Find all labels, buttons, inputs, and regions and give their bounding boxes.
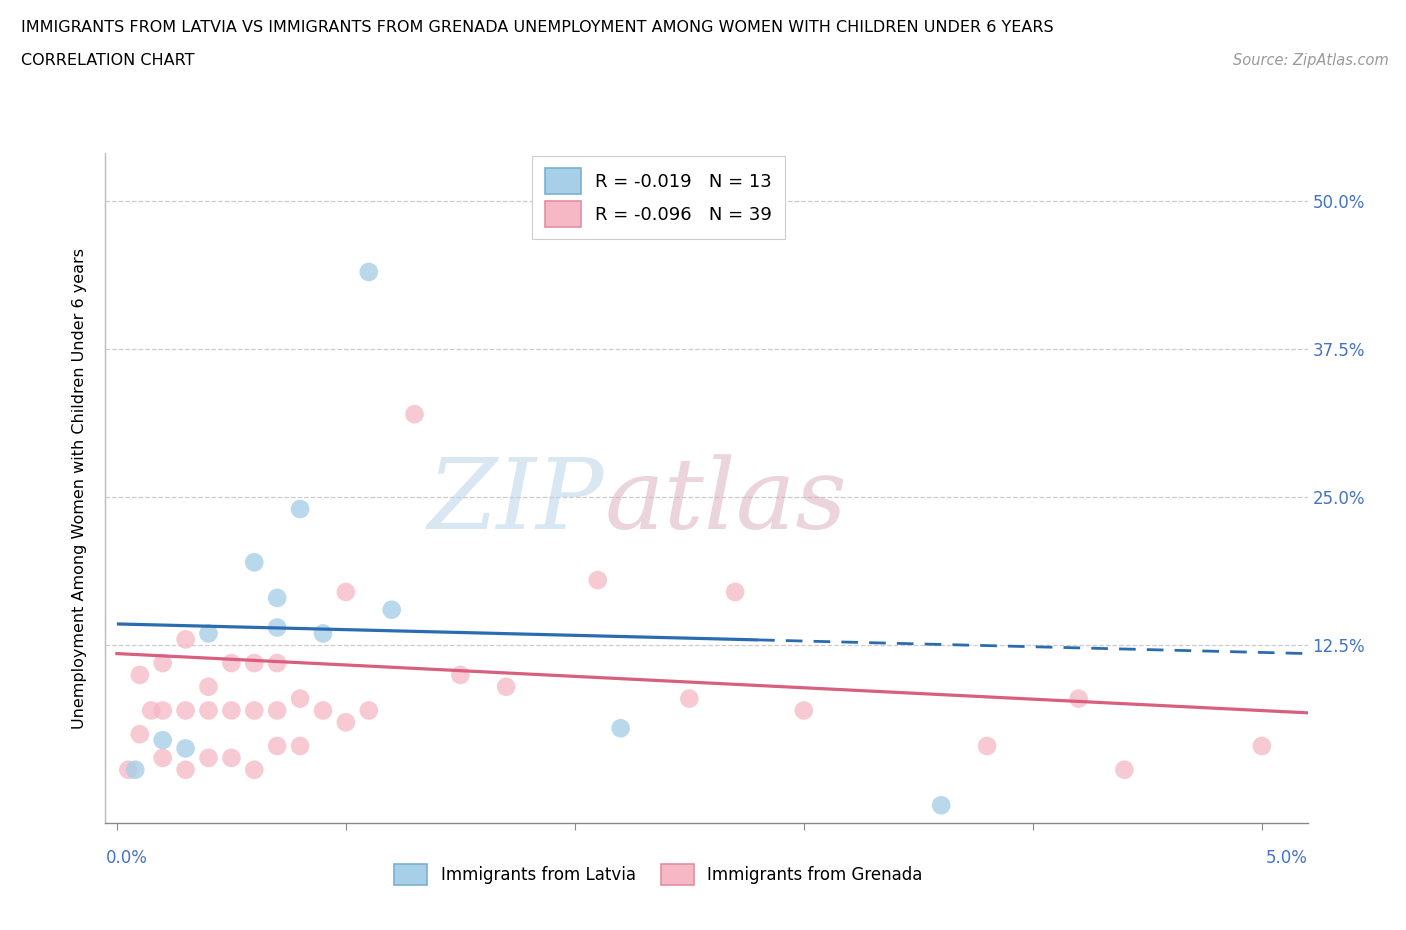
Point: [449, 668, 471, 683]
Point: [117, 763, 139, 777]
Point: [288, 501, 311, 516]
Y-axis label: Unemployment Among Women with Children Under 6 years: Unemployment Among Women with Children U…: [72, 247, 87, 729]
Point: [197, 703, 219, 718]
Point: [174, 703, 197, 718]
Point: [128, 726, 150, 741]
Point: [124, 763, 146, 777]
Point: [152, 751, 174, 765]
Point: [243, 763, 266, 777]
Point: [335, 585, 357, 600]
Point: [312, 626, 335, 641]
Point: [335, 715, 357, 730]
Point: [128, 668, 150, 683]
Point: [288, 738, 311, 753]
Point: [197, 626, 219, 641]
Point: [1250, 738, 1272, 753]
Point: [266, 620, 288, 635]
Point: [243, 703, 266, 718]
Text: 5.0%: 5.0%: [1265, 849, 1308, 867]
Point: [266, 703, 288, 718]
Point: [976, 738, 998, 753]
Point: [1114, 763, 1136, 777]
Point: [266, 591, 288, 605]
Point: [266, 656, 288, 671]
Point: [357, 264, 380, 279]
Point: [678, 691, 700, 706]
Point: [609, 721, 631, 736]
Text: atlas: atlas: [605, 454, 846, 550]
Legend: Immigrants from Latvia, Immigrants from Grenada: Immigrants from Latvia, Immigrants from …: [388, 857, 929, 892]
Point: [141, 703, 163, 718]
Point: [197, 751, 219, 765]
Point: [174, 763, 197, 777]
Point: [266, 738, 288, 753]
Point: [152, 733, 174, 748]
Point: [357, 703, 380, 718]
Point: [381, 603, 404, 618]
Point: [404, 406, 426, 421]
Point: [495, 679, 517, 694]
Text: Source: ZipAtlas.com: Source: ZipAtlas.com: [1233, 53, 1389, 68]
Text: CORRELATION CHART: CORRELATION CHART: [21, 53, 194, 68]
Point: [929, 798, 952, 813]
Point: [174, 741, 197, 756]
Point: [152, 703, 174, 718]
Text: 0.0%: 0.0%: [105, 849, 148, 867]
Point: [724, 585, 747, 600]
Point: [586, 573, 609, 588]
Point: [221, 703, 243, 718]
Point: [221, 656, 243, 671]
Point: [243, 656, 266, 671]
Point: [288, 691, 311, 706]
Point: [152, 656, 174, 671]
Point: [221, 751, 243, 765]
Text: ZIP: ZIP: [427, 454, 605, 550]
Text: IMMIGRANTS FROM LATVIA VS IMMIGRANTS FROM GRENADA UNEMPLOYMENT AMONG WOMEN WITH : IMMIGRANTS FROM LATVIA VS IMMIGRANTS FRO…: [21, 20, 1053, 34]
Point: [1067, 691, 1090, 706]
Point: [197, 679, 219, 694]
Point: [243, 555, 266, 570]
Point: [312, 703, 335, 718]
Point: [793, 703, 815, 718]
Point: [174, 631, 197, 646]
